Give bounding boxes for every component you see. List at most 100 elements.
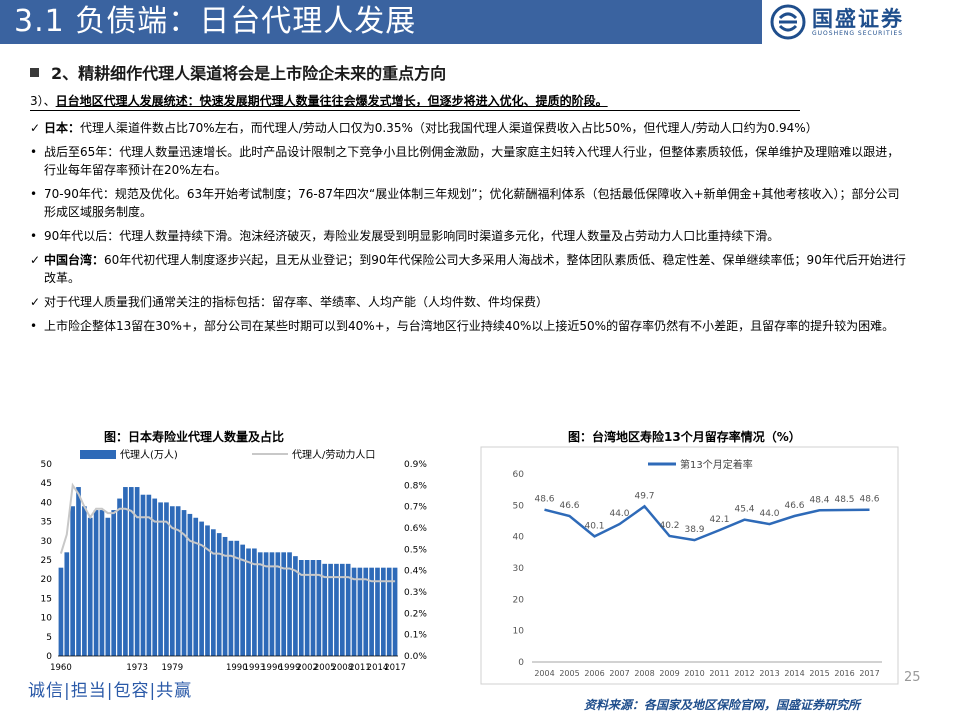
bar [64,552,70,656]
bar [246,548,251,656]
y-tick-label: 20 [513,595,525,605]
data-label: 40.1 [584,521,604,531]
bar [181,510,187,656]
slide-header: 3.1 负债端：日台代理人发展 国盛证券 GUOSHENG SECURITIES [0,0,960,44]
bar [263,552,269,656]
bar [205,525,210,656]
bullet-item: ✓ 日本：代理人渠道件数占比70%左右，而代理人/劳动人口仅为0.35%（对比我国… [30,119,910,137]
bullet-item: • 70-90年代：规范及优化。63年开始考试制度；76-87年四次“展业体制三年… [30,185,910,221]
page-number: 25 [904,670,921,685]
data-label: 45.4 [734,505,754,515]
x-tick-label: 1973 [126,663,148,673]
bar [234,540,240,656]
x-tick-label: 2014 [784,669,804,678]
chart-frame [480,446,899,685]
x-tick-label: 2004 [534,669,554,678]
bar [169,506,175,656]
bullet-text: 对于代理人质量我们通常关注的指标包括：留存率、举绩率、人均产能（人均件数、件均保… [44,295,549,309]
x-tick-label: 2014 [367,663,389,673]
y-right-tick-label: 0.1% [404,631,427,641]
dot-icon: • [30,145,38,159]
bar [123,487,128,656]
bullet-item: • 上市险企整体13留在30%+，部分公司在某些时期可以到40%+，与台湾地区行业… [30,317,910,335]
logo-text-cn: 国盛证券 [812,7,904,31]
x-tick-label: 2006 [584,669,604,678]
y-tick-label: 0 [518,658,524,668]
y-right-tick-label: 0.6% [404,524,427,534]
y-left-tick-label: 10 [41,614,53,624]
data-label: 46.6 [784,501,804,511]
bullet-item: ✓ 中国台湾：60年代初代理人制度逐步兴起，且无从业登记；到90年代保险公司大多采… [30,251,910,287]
bar [111,510,117,656]
y-right-tick-label: 0.5% [404,545,427,555]
bullet-text: 代理人渠道件数占比70%左右，而代理人/劳动人口仅为0.35%（对比我国代理人渠… [80,121,818,135]
y-tick-label: 50 [513,501,525,511]
x-tick-label: 2010 [684,669,704,678]
bar [339,563,345,656]
data-label: 48.6 [534,495,554,505]
bar [345,563,351,656]
bar [275,552,281,656]
bar [152,498,158,656]
ratio-series-line [59,482,396,583]
bar [140,494,146,656]
y-right-tick-label: 0.9% [404,460,427,470]
bullet-text: 60年代初代理人制度逐步兴起，且无从业登记；到90年代保险公司大多采用人海战术，… [44,253,906,285]
bar [310,560,316,656]
data-label: 44.0 [609,509,629,519]
bar [93,510,99,656]
bar [375,567,380,656]
data-label: 48.4 [809,495,829,505]
x-tick-label: 2012 [734,669,754,678]
data-label: 44.0 [759,509,779,519]
bar [257,552,263,656]
data-label: 48.6 [859,495,879,505]
bar [293,556,298,656]
data-label: 49.7 [634,491,654,501]
bar [158,502,163,656]
y-right-tick-label: 0.7% [404,503,427,513]
dot-icon: • [30,187,38,201]
x-tick-label: 1960 [50,663,72,673]
y-left-tick-label: 35 [41,518,52,528]
legend-label: 第13个月定着率 [680,458,753,471]
japan-chart-title: 图：日本寿险业代理人数量及占比 [104,430,285,444]
bar [334,563,339,656]
x-tick-label: 2005 [559,669,579,678]
x-tick-label: 2017 [384,663,406,673]
x-tick-label: 2017 [859,669,879,678]
y-right-tick-label: 0.8% [404,481,427,491]
x-tick-label: 2011 [709,669,729,678]
source-note: 资料来源：各国家及地区保险官网，国盛证券研究所 [584,698,861,712]
data-label: 46.6 [559,501,579,511]
bar [134,487,140,656]
x-tick-label: 2005 [314,663,336,673]
bar [175,506,181,656]
y-right-tick-label: 0.0% [404,652,427,662]
bullet-text: 上市险企整体13留在30%+，部分公司在某些时期可以到40%+，与台湾地区行业持… [44,319,895,333]
logo-text-en: GUOSHENG SECURITIES [812,30,904,37]
y-left-tick-label: 45 [41,479,52,489]
subheading: 3）、日台地区代理人发展统述：快速发展期代理人数量往往会爆发式增长，但逐步将进入… [30,92,608,109]
y-tick-label: 60 [513,470,525,480]
x-tick-label: 1979 [161,663,183,673]
bullet-item: ✓ 对于代理人质量我们通常关注的指标包括：留存率、举绩率、人均产能（人均件数、件均… [30,293,910,311]
x-tick-label: 1999 [279,663,301,673]
footer-slogan: 诚信|担当|包容|共赢 [28,681,193,701]
bar [363,567,369,656]
bar [328,563,333,656]
x-tick-label: 1993 [244,663,266,673]
y-left-tick-label: 25 [41,556,52,566]
data-label: 48.5 [834,495,854,505]
legend-label-bars: 代理人(万人) [120,449,178,461]
bar [222,536,228,656]
bar [386,567,392,656]
data-label: 42.1 [709,515,729,525]
bar [216,533,222,656]
bar [269,552,275,656]
y-tick-label: 30 [513,564,525,574]
y-right-tick-label: 0.2% [404,609,427,619]
section-title: 2、精耕细作代理人渠道将会是上市险企未来的重点方向 [51,64,447,83]
bar [117,498,122,656]
x-tick-label: 2008 [634,669,654,678]
